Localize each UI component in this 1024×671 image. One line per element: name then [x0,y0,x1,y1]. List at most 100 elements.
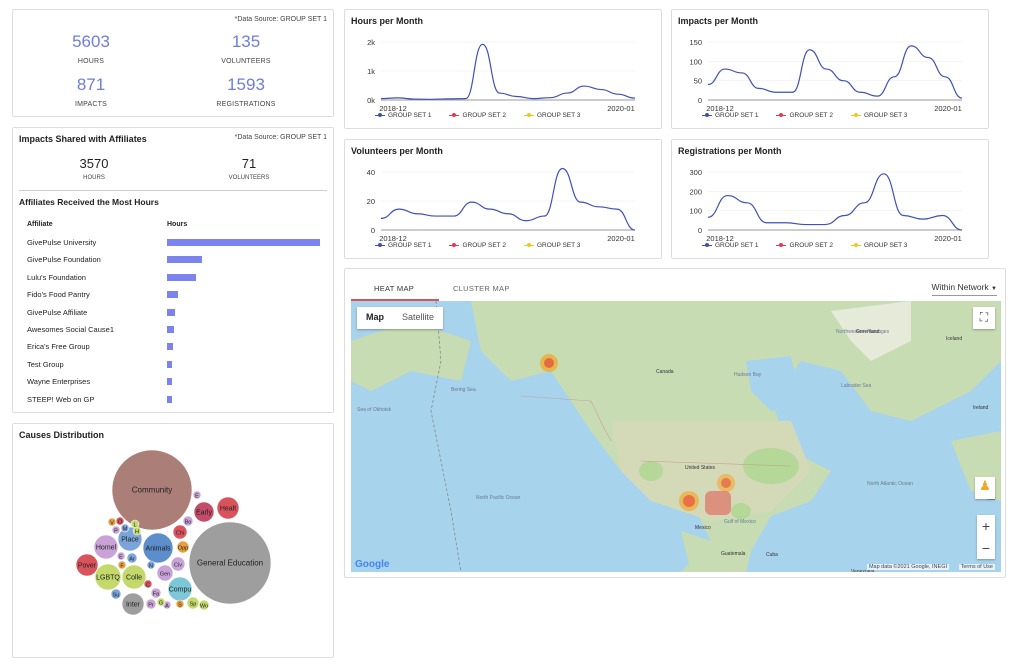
cause-bubble[interactable] [121,564,147,590]
hours-kpi: 5603 HOURS [41,32,141,65]
cause-bubble[interactable] [188,521,272,605]
cause-bubble[interactable] [121,592,145,616]
chart-title: Impacts per Month [678,16,759,26]
cause-bubble[interactable] [117,560,127,570]
legend-item[interactable]: GROUP SET 2 [776,242,833,249]
zoom-out-icon[interactable]: − [981,540,991,556]
x-tick-label: 2020-01 [934,104,962,113]
cause-bubble[interactable] [170,556,186,572]
cause-bubble[interactable] [192,490,202,500]
affiliate-name: Awesomes Social Cause1 [27,325,114,334]
cause-bubble[interactable] [146,560,156,570]
network-select[interactable]: Within Network ▼ [931,282,997,296]
satellite-button[interactable]: Satellite [402,312,435,322]
chart-legend: GROUP SET 1 GROUP SET 2 GROUP SET 3 [375,112,580,119]
map-place-label: North Atlantic Ocean [867,481,913,487]
map-place-label: Canada [656,369,674,375]
map-view[interactable]: Northwestern Passages Greenland Iceland Can… [351,301,1001,572]
cause-bubble[interactable] [110,588,122,600]
map-place-label: Guatemala [721,551,746,557]
x-tick-label: 2020-01 [934,234,962,243]
legend-label: GROUP SET 3 [863,112,908,119]
cause-bubble[interactable] [150,587,162,599]
causes-card: Causes Distribution Community General Edu… [12,423,334,658]
cause-bubble[interactable] [143,579,153,589]
cause-bubble-label: Wo [200,603,208,609]
cause-bubble[interactable] [175,599,185,609]
legend-item[interactable]: GROUP SET 1 [375,112,431,119]
cause-bubble[interactable] [120,523,130,533]
cause-bubble[interactable] [156,564,174,582]
cause-bubble-label: Community [132,485,172,494]
legend-label: GROUP SET 2 [789,242,833,249]
affiliate-hours-bar [167,256,203,264]
affiliate-hours-bar [167,273,197,281]
legend-marker [702,113,712,117]
legend-item[interactable]: GROUP SET 2 [449,242,506,249]
cause-bubble[interactable] [132,526,142,536]
y-tick-label: 0 [698,226,702,235]
cause-bubble-label: General Education [197,558,263,567]
legend-item[interactable]: GROUP SET 3 [850,242,907,249]
cause-bubble-label: Compu [169,586,192,593]
cause-bubble[interactable] [126,552,138,564]
cause-bubble[interactable] [94,563,122,591]
affiliate-hours-bar [167,343,174,351]
zoom-in-icon[interactable]: + [981,518,991,534]
legend-item[interactable]: GROUP SET 3 [523,242,580,249]
legend-item[interactable]: GROUP SET 3 [850,112,908,119]
series-line [707,173,963,231]
cause-bubble[interactable] [182,515,194,527]
cause-bubble[interactable] [75,553,99,577]
legend-item[interactable]: GROUP SET 1 [375,242,431,249]
col-affiliate-header: Affiliate [27,221,53,228]
cause-bubble[interactable] [193,501,215,523]
y-tick-label: 50 [694,77,702,86]
affiliate-hours-bar [167,360,172,368]
cause-bubble-label: Gen [160,571,170,577]
cause-bubble[interactable] [111,525,121,535]
cause-bubble[interactable] [156,597,166,607]
tab-heat-map[interactable]: HEAT MAP [374,284,415,293]
tab-cluster-map[interactable]: CLUSTER MAP [453,284,510,293]
volunteers-kpi: 135 VOLUNTEERS [196,32,296,65]
terms-link[interactable]: Terms of Use [958,564,995,570]
cause-bubble[interactable] [111,449,193,531]
map-button[interactable]: Map [366,312,384,322]
kpi-label: IMPACTS [75,101,107,108]
cause-bubble[interactable] [216,496,240,520]
legend-item[interactable]: GROUP SET 2 [449,112,506,119]
cause-bubble-label: F [120,563,124,569]
cause-bubble-label: Chi [176,530,184,536]
legend-item[interactable]: GROUP SET 3 [523,112,580,119]
cause-bubble-label: S [178,602,182,608]
cause-bubble[interactable] [176,540,190,554]
map-place-label: Gulf of Mexico [724,519,756,525]
most-hours-title: Affiliates Received the Most Hours [19,197,159,207]
cause-bubble[interactable] [198,599,210,611]
affiliate-volunteers: 71 VOLUNTEERS [204,156,294,181]
legend-item[interactable]: GROUP SET 1 [702,112,758,119]
legend-item[interactable]: GROUP SET 1 [702,242,758,249]
cause-bubble[interactable] [186,596,200,610]
affiliate-name: Erica's Free Group [27,342,90,352]
street-view-pegman-icon[interactable]: ♟ [975,477,995,499]
legend-label: GROUP SET 2 [462,112,506,119]
cause-bubble[interactable] [115,516,125,526]
affiliate-hours-bar [167,239,320,246]
cause-bubble-label: Homel [96,544,117,551]
divider [19,190,327,191]
affiliate-name: Wayne Enterprises [27,377,91,387]
summary-card: *Data Source: GROUP SET 1 5603 HOURS 135 V… [12,9,334,117]
cause-bubble[interactable] [116,551,126,561]
legend-item[interactable]: GROUP SET 2 [776,112,833,119]
cause-bubble[interactable] [172,524,188,540]
map-place-label: Northwestern Passages [836,329,890,335]
cause-bubble[interactable] [145,598,157,610]
fullscreen-icon[interactable]: ⛶ [973,307,995,329]
cause-bubble[interactable] [93,534,119,560]
map-terrain [351,301,1001,572]
map-place-label: Greenland [856,329,880,335]
cause-bubble[interactable] [142,532,174,564]
y-tick-label: 40 [367,168,375,177]
